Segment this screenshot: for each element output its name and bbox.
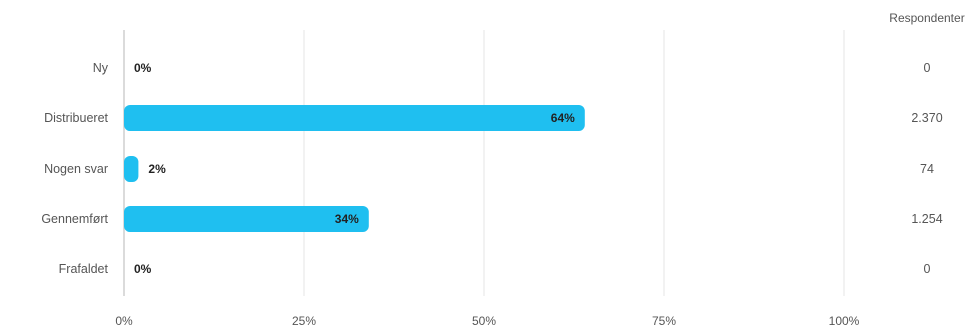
respondents-column-header: Respondenter	[889, 11, 964, 25]
respondent-count: 74	[920, 162, 934, 176]
data-label: 0%	[134, 61, 152, 75]
bar	[124, 105, 585, 131]
x-tick-label: 50%	[472, 314, 496, 328]
gridlines	[123, 30, 845, 296]
x-tick-label: 25%	[292, 314, 316, 328]
data-label: 2%	[148, 162, 166, 176]
x-tick-label: 100%	[829, 314, 860, 328]
category-label: Ny	[93, 61, 109, 75]
bar	[124, 156, 139, 182]
data-label: 64%	[551, 111, 575, 125]
data-label: 34%	[335, 212, 359, 226]
labels: 0% 25% 50% 75% 100% Ny 0% 0 Distribueret 64% 2.370…	[41, 61, 942, 328]
bar	[124, 206, 369, 232]
category-label: Gennemført	[41, 212, 108, 226]
x-tick-label: 0%	[115, 314, 133, 328]
data-label: 0%	[134, 262, 152, 276]
x-tick-label: 75%	[652, 314, 676, 328]
bars	[124, 105, 585, 232]
category-label: Nogen svar	[44, 162, 108, 176]
category-label: Frafaldet	[59, 262, 109, 276]
respondent-count: 1.254	[911, 212, 942, 226]
category-label: Distribueret	[44, 111, 108, 125]
respondent-count: 2.370	[911, 111, 942, 125]
respondent-count: 0	[924, 262, 931, 276]
respondent-count: 0	[924, 61, 931, 75]
